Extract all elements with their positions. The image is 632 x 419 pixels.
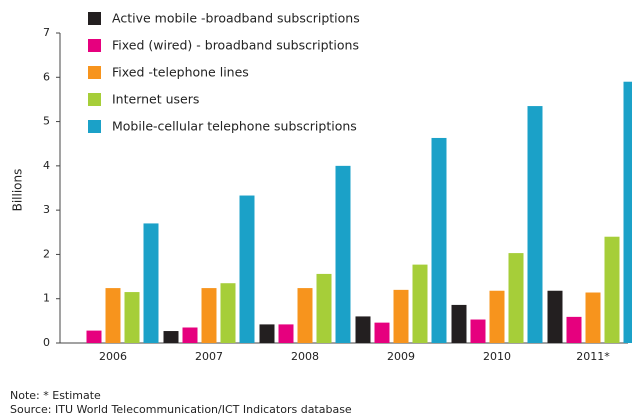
x-tick-label: 2007	[195, 350, 223, 363]
bar	[297, 288, 313, 343]
bar	[527, 106, 543, 343]
bar	[470, 319, 486, 343]
legend-swatch	[88, 120, 101, 133]
bar	[182, 327, 198, 343]
source: Source: ITU World Telecommunication/ICT …	[10, 403, 352, 416]
y-tick-label: 3	[43, 203, 50, 216]
bar	[393, 289, 409, 343]
legend-label: Fixed (wired) - broadband subscriptions	[112, 38, 359, 53]
bar	[508, 253, 524, 343]
bar	[124, 292, 140, 343]
bar	[355, 316, 371, 343]
bar	[316, 273, 332, 343]
bar	[201, 288, 217, 343]
y-tick-label: 5	[43, 115, 50, 128]
y-tick-label: 4	[43, 159, 50, 172]
bar	[623, 81, 632, 343]
bar	[374, 322, 390, 343]
legend-label: Fixed -telephone lines	[112, 65, 249, 80]
bar	[451, 304, 467, 343]
note: Note: * Estimate	[10, 389, 101, 402]
bar	[412, 264, 428, 343]
bar	[278, 324, 294, 343]
x-tick-label: 2009	[387, 350, 415, 363]
y-axis-label: Billions	[11, 169, 25, 212]
bar	[220, 283, 236, 343]
bar	[105, 288, 121, 343]
bar	[143, 223, 159, 343]
bar	[259, 324, 275, 343]
y-tick-label: 0	[43, 336, 50, 349]
y-tick-label: 2	[43, 247, 50, 260]
bar	[431, 137, 447, 343]
bar	[604, 236, 620, 343]
y-tick-label: 7	[43, 26, 50, 39]
y-tick-label: 6	[43, 70, 50, 83]
bar	[163, 331, 179, 343]
legend-swatch	[88, 39, 101, 52]
legend-swatch	[88, 93, 101, 106]
legend-label: Internet users	[112, 92, 199, 107]
x-tick-label: 2006	[99, 350, 127, 363]
bar	[86, 330, 102, 343]
legend-label: Mobile-cellular telephone subscriptions	[112, 119, 357, 134]
bar	[239, 195, 255, 343]
legend-swatch	[88, 12, 101, 25]
bar	[335, 165, 351, 343]
x-tick-label: 2010	[483, 350, 511, 363]
x-tick-label: 2008	[291, 350, 319, 363]
bar	[489, 290, 505, 343]
bar	[547, 290, 563, 343]
bar	[585, 292, 601, 343]
y-tick-label: 1	[43, 292, 50, 305]
x-tick-label: 2011*	[576, 350, 610, 363]
legend-swatch	[88, 66, 101, 79]
legend-label: Active mobile -broadband subscriptions	[112, 11, 360, 26]
bar	[566, 316, 582, 343]
